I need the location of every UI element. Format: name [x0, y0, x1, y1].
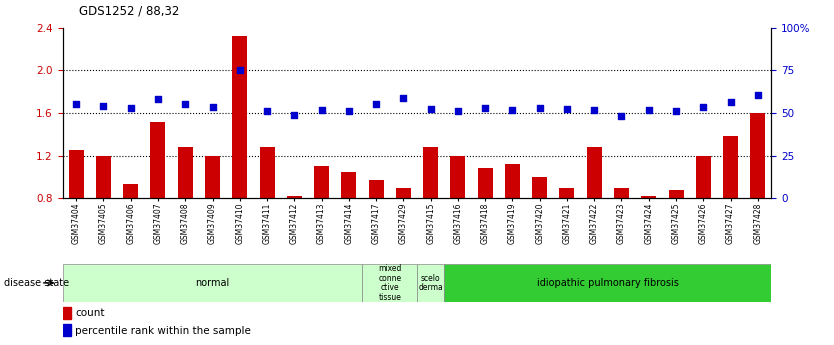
Bar — [450, 156, 465, 198]
Point — [670, 108, 683, 114]
Bar — [445, 264, 771, 302]
Bar — [68, 150, 83, 198]
Point — [724, 100, 737, 105]
Bar — [669, 190, 684, 198]
Bar — [587, 147, 601, 198]
Text: normal: normal — [195, 278, 229, 288]
Bar — [233, 36, 247, 198]
Point — [696, 104, 710, 109]
Bar — [123, 185, 138, 198]
Point — [451, 108, 465, 114]
Bar — [560, 188, 575, 198]
Text: disease state: disease state — [4, 278, 69, 288]
Point — [206, 104, 219, 109]
Point — [615, 114, 628, 119]
Bar — [96, 156, 111, 198]
Bar — [314, 166, 329, 198]
Point — [260, 108, 274, 114]
Point — [505, 107, 519, 112]
Text: count: count — [75, 308, 105, 318]
Bar — [478, 168, 493, 198]
Point — [288, 112, 301, 118]
Bar — [63, 264, 363, 302]
Point — [369, 102, 383, 107]
Bar — [63, 307, 71, 319]
Point — [97, 103, 110, 108]
Point — [151, 96, 164, 102]
Bar — [287, 196, 302, 198]
Point — [533, 105, 546, 110]
Bar — [505, 164, 520, 198]
Point — [560, 106, 574, 111]
Point — [479, 105, 492, 110]
Bar — [417, 264, 445, 302]
Bar — [751, 113, 766, 198]
Bar — [205, 156, 220, 198]
Point — [642, 107, 656, 112]
Bar — [150, 121, 165, 198]
Bar — [341, 172, 356, 198]
Point — [124, 105, 138, 110]
Bar — [532, 177, 547, 198]
Bar — [614, 188, 629, 198]
Bar — [369, 180, 384, 198]
Point — [234, 68, 247, 73]
Text: scelo
derma: scelo derma — [419, 274, 443, 292]
Bar — [423, 147, 438, 198]
Point — [751, 92, 765, 98]
Point — [178, 102, 192, 107]
Point — [397, 95, 410, 101]
Point — [69, 102, 83, 107]
Bar — [396, 188, 411, 198]
Point — [424, 106, 437, 111]
Point — [315, 107, 329, 112]
Text: idiopathic pulmonary fibrosis: idiopathic pulmonary fibrosis — [537, 278, 679, 288]
Bar — [723, 137, 738, 198]
Point — [587, 107, 600, 112]
Point — [342, 108, 355, 114]
Bar — [641, 196, 656, 198]
Text: GDS1252 / 88,32: GDS1252 / 88,32 — [79, 4, 179, 17]
Bar — [259, 147, 274, 198]
Text: mixed
conne
ctive
tissue: mixed conne ctive tissue — [378, 264, 401, 302]
Text: percentile rank within the sample: percentile rank within the sample — [75, 326, 251, 335]
Bar — [178, 147, 193, 198]
Bar — [63, 324, 71, 336]
Bar — [696, 156, 711, 198]
Bar — [363, 264, 417, 302]
